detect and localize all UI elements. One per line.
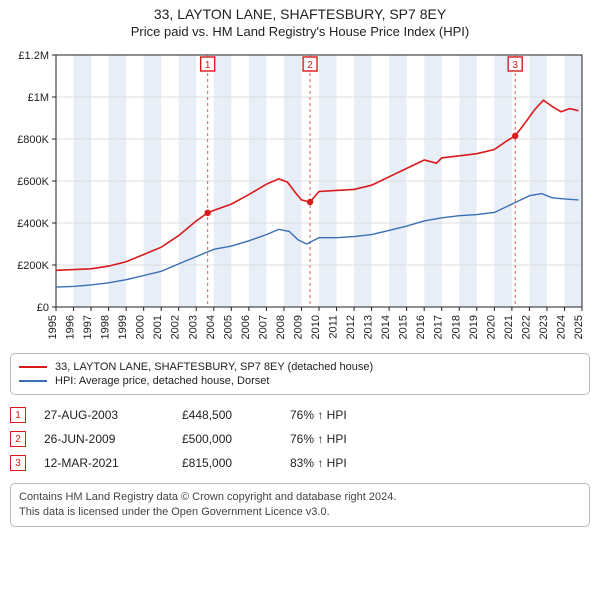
svg-text:2025: 2025	[573, 315, 585, 339]
legend-item: 33, LAYTON LANE, SHAFTESBURY, SP7 8EY (d…	[19, 360, 581, 374]
svg-text:2011: 2011	[328, 315, 340, 339]
svg-text:2010: 2010	[310, 315, 322, 339]
legend-label: HPI: Average price, detached house, Dors…	[55, 375, 269, 387]
legend-swatch	[19, 366, 47, 368]
event-relative: 83% ↑ HPI	[290, 456, 390, 470]
svg-text:2005: 2005	[222, 315, 234, 339]
svg-text:1998: 1998	[100, 315, 112, 339]
svg-text:1999: 1999	[117, 315, 129, 339]
svg-text:2023: 2023	[538, 315, 550, 339]
title-block: 33, LAYTON LANE, SHAFTESBURY, SP7 8EY Pr…	[0, 0, 600, 39]
svg-text:3: 3	[512, 60, 518, 71]
event-price: £448,500	[182, 408, 272, 422]
event-date: 27-AUG-2003	[44, 408, 164, 422]
svg-text:2002: 2002	[170, 315, 182, 339]
svg-text:2003: 2003	[187, 315, 199, 339]
svg-text:£600K: £600K	[17, 176, 49, 188]
svg-text:2001: 2001	[152, 315, 164, 339]
svg-text:2000: 2000	[135, 315, 147, 339]
svg-text:2019: 2019	[468, 315, 480, 339]
event-row: 2 26-JUN-2009 £500,000 76% ↑ HPI	[10, 427, 590, 451]
event-date: 26-JUN-2009	[44, 432, 164, 446]
page-subtitle: Price paid vs. HM Land Registry's House …	[0, 24, 600, 39]
svg-text:2009: 2009	[292, 315, 304, 339]
svg-text:1: 1	[205, 60, 211, 71]
attribution: Contains HM Land Registry data © Crown c…	[10, 483, 590, 527]
event-price: £815,000	[182, 456, 272, 470]
svg-text:£400K: £400K	[17, 218, 49, 230]
attribution-line: Contains HM Land Registry data © Crown c…	[19, 490, 581, 505]
svg-text:2014: 2014	[380, 315, 392, 339]
legend-swatch	[19, 380, 47, 382]
event-price: £500,000	[182, 432, 272, 446]
svg-text:2022: 2022	[520, 315, 532, 339]
events-table: 1 27-AUG-2003 £448,500 76% ↑ HPI 2 26-JU…	[10, 403, 590, 475]
svg-text:2018: 2018	[450, 315, 462, 339]
svg-text:1996: 1996	[65, 315, 77, 339]
event-marker-icon: 1	[10, 407, 26, 423]
svg-text:2004: 2004	[205, 315, 217, 339]
event-relative: 76% ↑ HPI	[290, 408, 390, 422]
event-date: 12-MAR-2021	[44, 456, 164, 470]
svg-text:2016: 2016	[415, 315, 427, 339]
legend: 33, LAYTON LANE, SHAFTESBURY, SP7 8EY (d…	[10, 353, 590, 395]
chart-svg: £0 £200K £400K £600K £800K £1M £1.2M 1995 1996 19…	[10, 47, 590, 347]
page-title: 33, LAYTON LANE, SHAFTESBURY, SP7 8EY	[0, 6, 600, 22]
svg-text:£1.2M: £1.2M	[18, 50, 49, 62]
event-row: 1 27-AUG-2003 £448,500 76% ↑ HPI	[10, 403, 590, 427]
attribution-line: This data is licensed under the Open Gov…	[19, 505, 581, 520]
svg-text:1997: 1997	[82, 315, 94, 339]
svg-text:2007: 2007	[257, 315, 269, 339]
svg-text:£800K: £800K	[17, 134, 49, 146]
svg-text:2015: 2015	[398, 315, 410, 339]
legend-label: 33, LAYTON LANE, SHAFTESBURY, SP7 8EY (d…	[55, 361, 373, 373]
svg-text:1995: 1995	[47, 315, 59, 339]
event-marker-icon: 2	[10, 431, 26, 447]
svg-text:£1M: £1M	[28, 92, 49, 104]
svg-text:2021: 2021	[503, 315, 515, 339]
svg-text:2012: 2012	[345, 315, 357, 339]
legend-item: HPI: Average price, detached house, Dors…	[19, 374, 581, 388]
svg-text:2017: 2017	[433, 315, 445, 339]
svg-text:2020: 2020	[485, 315, 497, 339]
event-marker-icon: 3	[10, 455, 26, 471]
svg-text:£0: £0	[37, 302, 49, 314]
svg-text:£200K: £200K	[17, 260, 49, 272]
svg-text:2013: 2013	[363, 315, 375, 339]
svg-text:2: 2	[307, 60, 313, 71]
event-relative: 76% ↑ HPI	[290, 432, 390, 446]
event-row: 3 12-MAR-2021 £815,000 83% ↑ HPI	[10, 451, 590, 475]
svg-text:2008: 2008	[275, 315, 287, 339]
chart: £0 £200K £400K £600K £800K £1M £1.2M 1995 1996 19…	[10, 47, 590, 347]
svg-text:2024: 2024	[555, 315, 567, 339]
svg-text:2006: 2006	[240, 315, 252, 339]
